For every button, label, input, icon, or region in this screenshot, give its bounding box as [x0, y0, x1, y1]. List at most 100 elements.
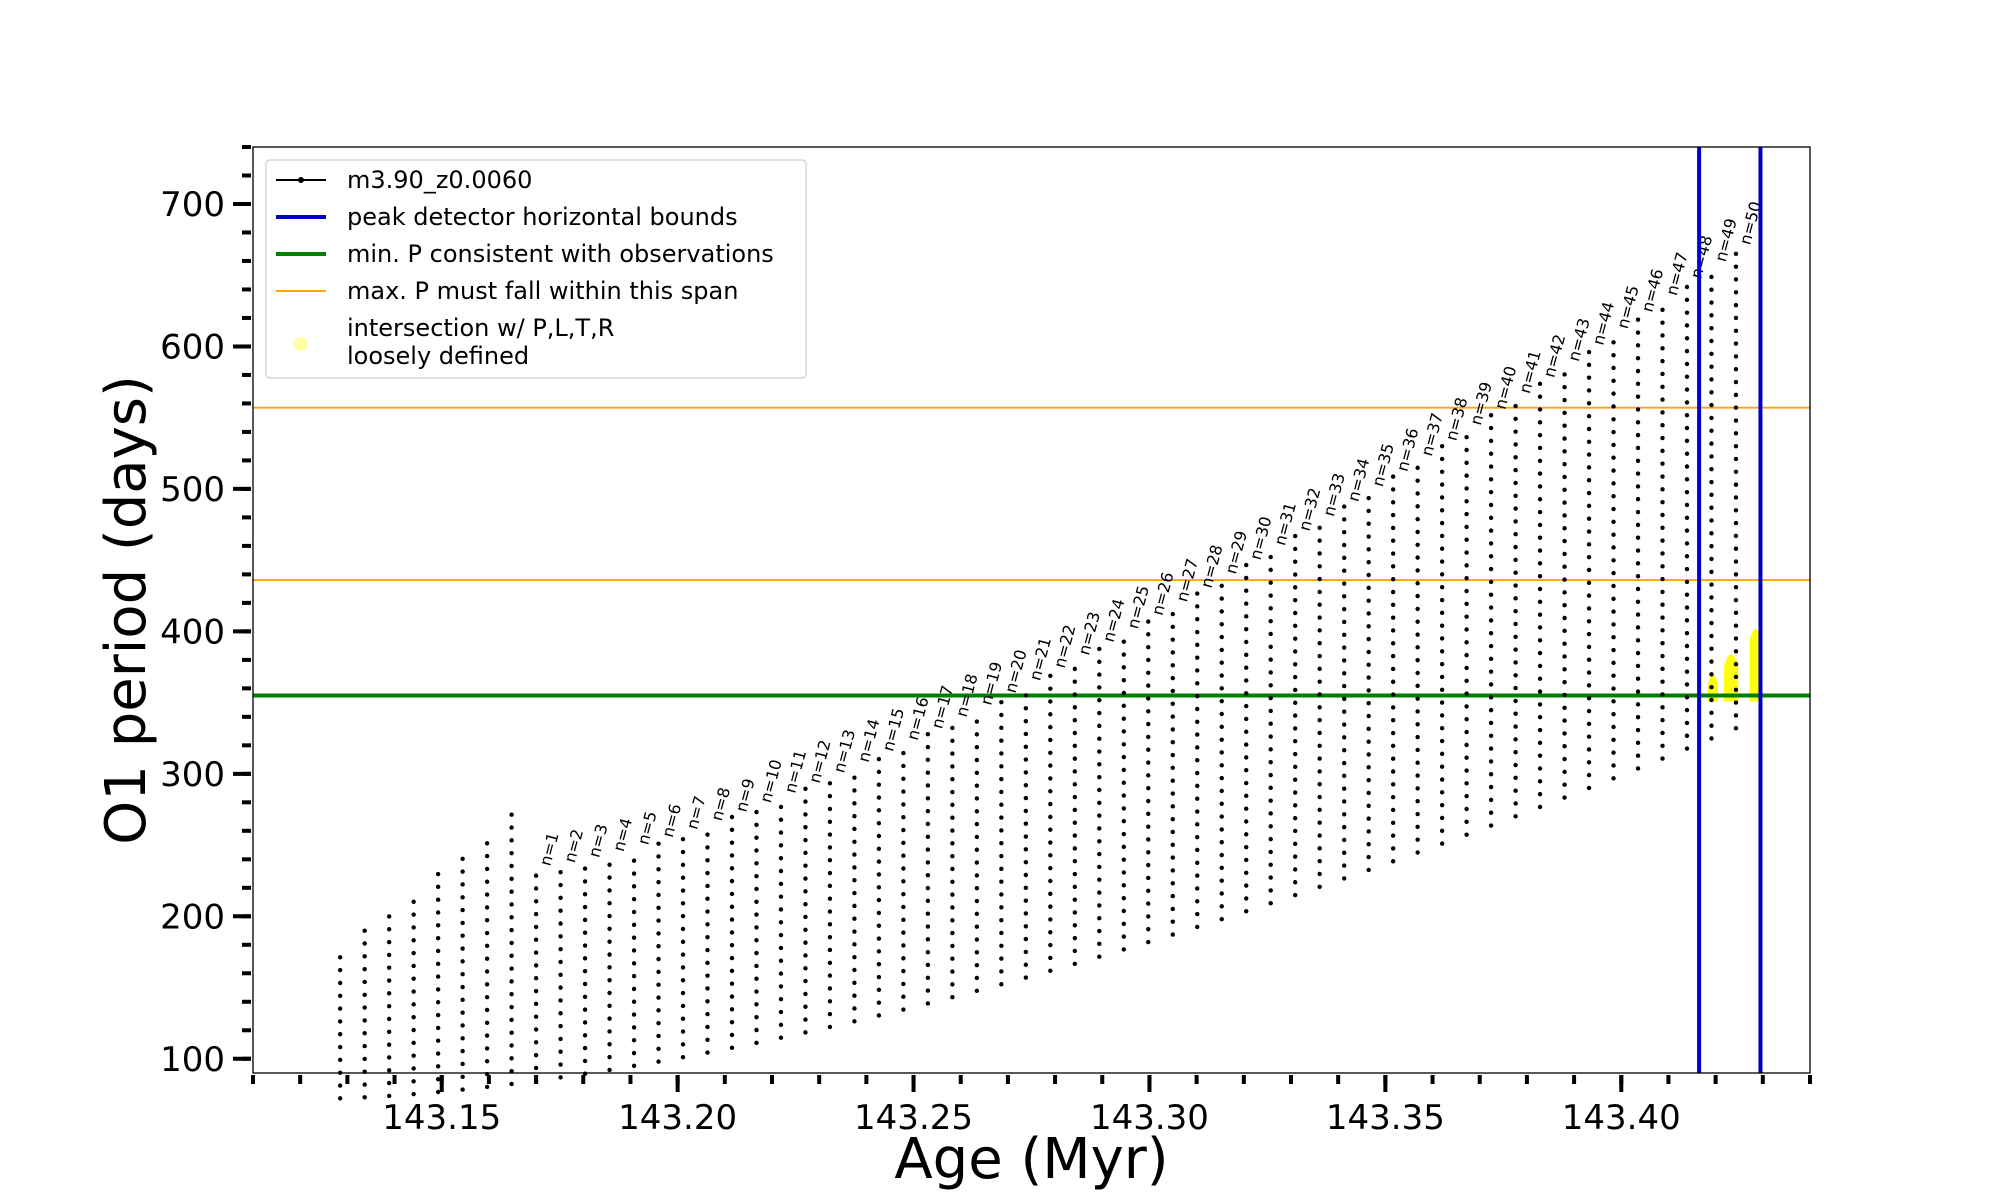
series-point: [656, 982, 661, 987]
series-point: [778, 932, 784, 938]
series-point: [1660, 576, 1665, 582]
pulse-label: n=12: [805, 738, 835, 785]
series-point: [1072, 833, 1078, 838]
series-point: [1611, 506, 1616, 512]
series-point: [411, 899, 416, 905]
series-point: [974, 732, 980, 737]
series-point: [558, 1036, 563, 1042]
series-point: [925, 770, 931, 775]
series-point: [631, 871, 637, 876]
series-point: [1415, 491, 1420, 496]
series-point: [1488, 489, 1494, 495]
series-point: [435, 1051, 441, 1056]
series-point: [631, 999, 637, 1004]
series-point: [680, 1054, 686, 1060]
series-point: [1464, 691, 1469, 696]
series-point: [1464, 665, 1469, 671]
series-point: [1023, 821, 1029, 826]
series-point: [876, 846, 882, 852]
series-point: [1513, 685, 1518, 691]
series-point: [411, 950, 416, 956]
series-point: [1635, 497, 1641, 502]
series-point: [1562, 526, 1567, 531]
series-point: [362, 1018, 367, 1023]
series-point: [1709, 723, 1714, 728]
series-point: [1146, 837, 1151, 842]
series-point: [1537, 586, 1543, 592]
series-point: [778, 1009, 784, 1015]
series-point: [1341, 619, 1347, 625]
series-point: [1709, 633, 1714, 639]
series-point: [1439, 790, 1445, 795]
series-point: [754, 950, 759, 956]
series-point: [1244, 691, 1249, 696]
series-point: [729, 1019, 735, 1025]
series-point: [1709, 313, 1714, 318]
series-point: [1268, 606, 1273, 611]
series-point: [1488, 541, 1494, 546]
series-point: [386, 1042, 392, 1047]
series-point: [1660, 653, 1665, 659]
series-point: [925, 821, 931, 827]
series-point: [656, 867, 661, 872]
series-point: [1586, 734, 1592, 739]
series-point: [705, 1024, 710, 1030]
series-point: [386, 991, 392, 996]
series-point: [1268, 657, 1273, 662]
series-point: [852, 954, 857, 960]
series-point: [950, 815, 955, 820]
series-point: [729, 917, 735, 922]
series-point: [1635, 612, 1641, 617]
series-point: [1611, 429, 1616, 435]
series-point: [1464, 499, 1469, 504]
series-point: [1684, 464, 1690, 469]
series-point: [435, 1000, 441, 1005]
series-point: [1341, 786, 1347, 791]
series-point: [337, 955, 343, 960]
series-point: [1292, 867, 1298, 872]
series-point: [1684, 413, 1690, 418]
pulse-label: n=9: [732, 776, 759, 814]
series-point: [1023, 834, 1029, 839]
series-point: [1635, 650, 1641, 656]
series-point: [1635, 509, 1641, 515]
series-point: [1464, 768, 1469, 773]
series-point: [1244, 832, 1249, 837]
series-point: [1317, 666, 1322, 672]
series-point: [1464, 524, 1469, 530]
series-point: [1562, 731, 1567, 736]
series-point: [1317, 730, 1322, 736]
series-point: [901, 956, 906, 961]
series-point: [705, 909, 710, 914]
series-point: [876, 974, 882, 980]
series-point: [1439, 674, 1445, 680]
series-point: [1121, 652, 1126, 657]
series-point: [435, 974, 441, 979]
series-point: [558, 895, 563, 901]
series-point: [1244, 806, 1249, 811]
series-point: [1317, 679, 1322, 684]
series-point: [1513, 762, 1518, 768]
series-point: [1048, 712, 1053, 717]
series-point: [925, 924, 931, 929]
series-point: [1562, 397, 1567, 403]
series-point: [1586, 362, 1592, 368]
series-point: [1366, 713, 1371, 719]
series-point: [558, 1023, 563, 1029]
series-point: [974, 821, 980, 827]
series-point: [1072, 871, 1078, 877]
series-point: [1268, 862, 1273, 867]
series-point: [1415, 504, 1420, 509]
series-point: [1586, 683, 1592, 688]
series-point: [558, 1075, 563, 1080]
series-point: [1733, 700, 1739, 705]
series-point: [705, 845, 710, 850]
series-point: [778, 868, 784, 874]
series-point: [1121, 677, 1126, 683]
series-point: [1415, 529, 1420, 535]
series-point: [509, 966, 514, 971]
series-point: [1244, 768, 1249, 773]
series-point: [460, 946, 465, 951]
legend-label: peak detector horizontal bounds: [347, 203, 738, 231]
series-point: [509, 953, 514, 958]
